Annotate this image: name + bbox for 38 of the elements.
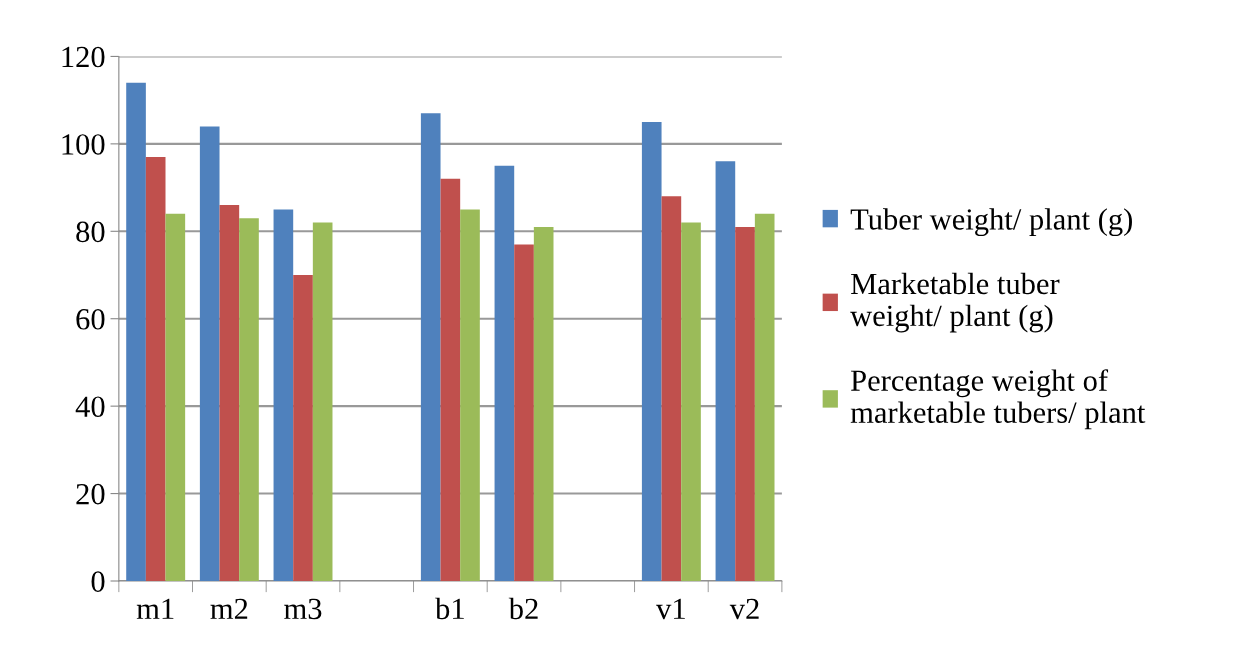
bar xyxy=(681,222,701,581)
y-tick-label: 100 xyxy=(62,134,105,155)
bar xyxy=(273,209,294,581)
x-tick-label: m1 xyxy=(136,598,174,619)
y-tick-label: 20 xyxy=(76,483,105,505)
bar xyxy=(219,205,240,581)
bar xyxy=(420,113,441,581)
y-tick-label: 60 xyxy=(76,309,105,330)
bar xyxy=(145,156,166,581)
y-tick-label: 120 xyxy=(62,46,105,68)
y-tick-label: 40 xyxy=(75,396,105,418)
y-tick-label: 0 xyxy=(91,571,105,592)
legend-label: Percentage weight of marketable tubers/ plant xyxy=(850,369,1146,430)
legend-label: Tuber weight/ plant (g) xyxy=(850,208,1132,237)
bar xyxy=(440,178,461,581)
bar xyxy=(165,213,186,581)
x-tick-label: b1 xyxy=(435,597,464,620)
bar xyxy=(126,82,146,581)
x-tick-label: m3 xyxy=(284,598,322,620)
x-tick-label: v1 xyxy=(656,598,685,620)
bar xyxy=(494,165,515,581)
bar xyxy=(460,209,480,581)
bar xyxy=(199,126,220,581)
bar xyxy=(239,218,259,581)
x-tick-label: m2 xyxy=(210,598,248,619)
bar xyxy=(293,275,313,581)
legend-label: Marketable tuber weight/ plant (g) xyxy=(850,272,1060,333)
bar xyxy=(754,213,775,581)
bar xyxy=(514,244,534,581)
bar xyxy=(641,122,662,581)
x-tick-label: b2 xyxy=(508,597,538,620)
bar xyxy=(533,226,554,581)
bar xyxy=(312,222,333,581)
y-tick-label: 80 xyxy=(76,221,105,243)
bar xyxy=(715,161,736,581)
bar xyxy=(735,226,755,581)
bar xyxy=(661,196,682,581)
x-tick-label: v2 xyxy=(729,598,759,620)
